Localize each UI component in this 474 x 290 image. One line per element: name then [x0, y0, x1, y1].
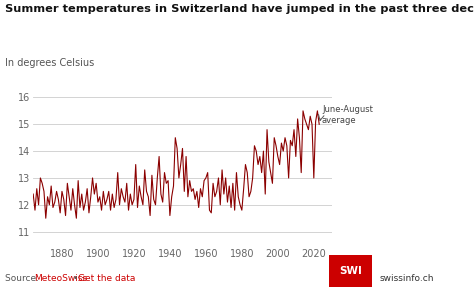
Text: Source:: Source: [5, 274, 42, 283]
Text: average: average [322, 116, 356, 125]
Text: •: • [70, 274, 81, 283]
Text: Summer temperatures in Switzerland have jumped in the past three decades: Summer temperatures in Switzerland have … [5, 4, 474, 14]
Text: June-August: June-August [322, 105, 373, 114]
Text: swissinfo.ch: swissinfo.ch [379, 274, 434, 283]
Text: MeteoSwiss: MeteoSwiss [34, 274, 87, 283]
Text: In degrees Celsius: In degrees Celsius [5, 58, 94, 68]
Text: SWI: SWI [339, 266, 362, 276]
Text: Get the data: Get the data [78, 274, 136, 283]
